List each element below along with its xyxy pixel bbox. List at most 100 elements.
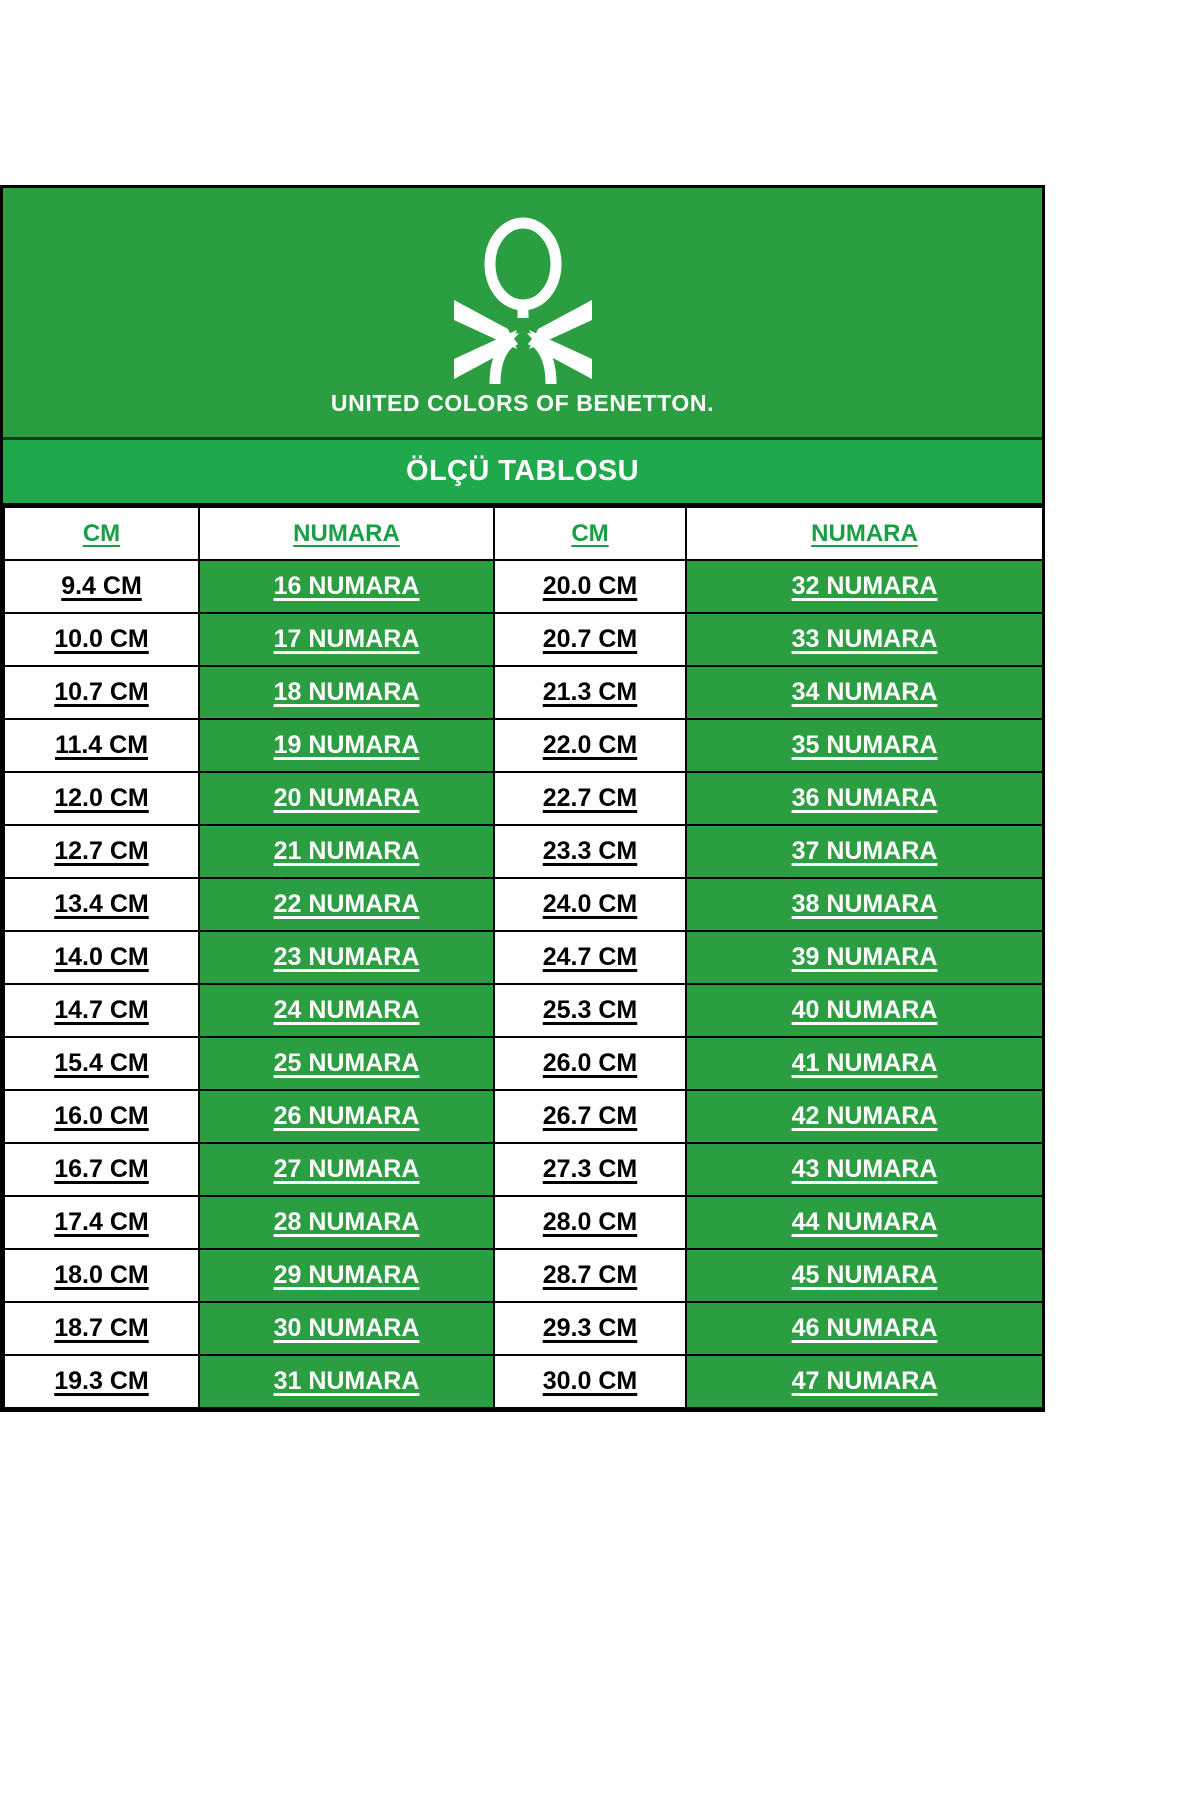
cell-value: 17.4 CM xyxy=(54,1208,149,1236)
size-number-cell: 21 NUMARA xyxy=(198,824,495,879)
table-row: 19.3 CM 31 NUMARA 30.0 CM 47 NUMARA xyxy=(3,1354,1044,1409)
table-row: 18.0 CM 29 NUMARA 28.7 CM 45 NUMARA xyxy=(3,1248,1044,1303)
cell-value: 45 NUMARA xyxy=(791,1261,938,1289)
length-cm-cell: 28.7 CM xyxy=(493,1248,687,1303)
size-number-cell: 44 NUMARA xyxy=(685,1195,1044,1250)
size-number-cell: 36 NUMARA xyxy=(685,771,1044,826)
size-number-cell: 40 NUMARA xyxy=(685,983,1044,1038)
cell-value: 35 NUMARA xyxy=(791,731,938,759)
cell-value: 17 NUMARA xyxy=(273,625,420,653)
cell-value: 14.7 CM xyxy=(54,996,149,1024)
cell-value: 40 NUMARA xyxy=(791,996,938,1024)
cell-value: 26 NUMARA xyxy=(273,1102,420,1130)
chart-title: ÖLÇÜ TABLOSU xyxy=(405,455,640,487)
cell-value: 9.4 CM xyxy=(61,572,142,600)
benetton-knot-logo-icon xyxy=(453,217,592,384)
size-number-cell: 16 NUMARA xyxy=(198,559,495,614)
cell-value: 27.3 CM xyxy=(542,1155,638,1183)
cell-value: 21.3 CM xyxy=(542,678,638,706)
cell-value: 44 NUMARA xyxy=(791,1208,938,1236)
size-number-cell: 35 NUMARA xyxy=(685,718,1044,773)
size-number-cell: 28 NUMARA xyxy=(198,1195,495,1250)
cell-value: 24 NUMARA xyxy=(273,996,420,1024)
cell-value: 25 NUMARA xyxy=(273,1049,420,1077)
table-row: 17.4 CM 28 NUMARA 28.0 CM 44 NUMARA xyxy=(3,1195,1044,1250)
cell-value: 46 NUMARA xyxy=(791,1314,938,1342)
cell-value: 20 NUMARA xyxy=(273,784,420,812)
cell-value: 18.0 CM xyxy=(54,1261,149,1289)
size-number-cell: 24 NUMARA xyxy=(198,983,495,1038)
cell-value: 16.0 CM xyxy=(54,1102,149,1130)
cell-value: 28 NUMARA xyxy=(273,1208,420,1236)
size-number-cell: 20 NUMARA xyxy=(198,771,495,826)
size-number-cell: 38 NUMARA xyxy=(685,877,1044,932)
table-row: 16.0 CM 26 NUMARA 26.7 CM 42 NUMARA xyxy=(3,1089,1044,1144)
length-cm-cell: 19.3 CM xyxy=(3,1354,200,1409)
column-header-label: CM xyxy=(82,519,121,547)
cell-value: 43 NUMARA xyxy=(791,1155,938,1183)
cell-value: 34 NUMARA xyxy=(791,678,938,706)
size-number-cell: 45 NUMARA xyxy=(685,1248,1044,1303)
cell-value: 25.3 CM xyxy=(542,996,638,1024)
size-number-cell: 34 NUMARA xyxy=(685,665,1044,720)
size-number-cell: 26 NUMARA xyxy=(198,1089,495,1144)
size-number-cell: 42 NUMARA xyxy=(685,1089,1044,1144)
cell-value: 26.0 CM xyxy=(542,1049,638,1077)
table-row: 10.0 CM 17 NUMARA 20.7 CM 33 NUMARA xyxy=(3,612,1044,667)
cell-value: 22.0 CM xyxy=(542,731,638,759)
cell-value: 26.7 CM xyxy=(542,1102,638,1130)
table-row: 12.0 CM 20 NUMARA 22.7 CM 36 NUMARA xyxy=(3,771,1044,826)
cell-value: 27 NUMARA xyxy=(273,1155,420,1183)
column-header-label: NUMARA xyxy=(293,519,400,547)
cell-value: 38 NUMARA xyxy=(791,890,938,918)
size-number-cell: 25 NUMARA xyxy=(198,1036,495,1091)
cell-value: 22.7 CM xyxy=(542,784,638,812)
cell-value: 30 NUMARA xyxy=(273,1314,420,1342)
table-row: 11.4 CM 19 NUMARA 22.0 CM 35 NUMARA xyxy=(3,718,1044,773)
column-header-label: NUMARA xyxy=(811,519,918,547)
size-chart-card: UNITED COLORS OF BENETTON. ÖLÇÜ TABLOSU … xyxy=(0,185,1045,1412)
cell-value: 39 NUMARA xyxy=(791,943,938,971)
brand-header: UNITED COLORS OF BENETTON. xyxy=(3,188,1042,440)
cell-value: 16.7 CM xyxy=(54,1155,149,1183)
length-cm-cell: 16.0 CM xyxy=(3,1089,200,1144)
cell-value: 31 NUMARA xyxy=(273,1367,420,1395)
cell-value: 20.7 CM xyxy=(542,625,638,653)
size-number-cell: 41 NUMARA xyxy=(685,1036,1044,1091)
table-row: 16.7 CM 27 NUMARA 27.3 CM 43 NUMARA xyxy=(3,1142,1044,1197)
length-cm-cell: 23.3 CM xyxy=(493,824,687,879)
cell-value: 28.0 CM xyxy=(542,1208,638,1236)
cell-value: 10.0 CM xyxy=(54,625,149,653)
length-cm-cell: 24.7 CM xyxy=(493,930,687,985)
length-cm-cell: 12.0 CM xyxy=(3,771,200,826)
length-cm-cell: 21.3 CM xyxy=(493,665,687,720)
length-cm-cell: 20.0 CM xyxy=(493,559,687,614)
size-number-cell: 46 NUMARA xyxy=(685,1301,1044,1356)
cell-value: 23.3 CM xyxy=(542,837,638,865)
cell-value: 21 NUMARA xyxy=(273,837,420,865)
length-cm-cell: 17.4 CM xyxy=(3,1195,200,1250)
length-cm-cell: 10.7 CM xyxy=(3,665,200,720)
cell-value: 19.3 CM xyxy=(54,1367,149,1395)
size-number-cell: 17 NUMARA xyxy=(198,612,495,667)
cell-value: 12.7 CM xyxy=(54,837,149,865)
size-conversion-table: CM NUMARA CM NUMARA 9.4 CM 16 NUMARA 20.0 … xyxy=(3,506,1044,1409)
cell-value: 29 NUMARA xyxy=(273,1261,420,1289)
length-cm-cell: 16.7 CM xyxy=(3,1142,200,1197)
size-number-cell: 29 NUMARA xyxy=(198,1248,495,1303)
cell-value: 18 NUMARA xyxy=(273,678,420,706)
cell-value: 42 NUMARA xyxy=(791,1102,938,1130)
table-row: 10.7 CM 18 NUMARA 21.3 CM 34 NUMARA xyxy=(3,665,1044,720)
cell-value: 11.4 CM xyxy=(54,731,149,759)
length-cm-cell: 26.0 CM xyxy=(493,1036,687,1091)
column-header-cm-left: CM xyxy=(3,506,200,561)
table-row: 14.7 CM 24 NUMARA 25.3 CM 40 NUMARA xyxy=(3,983,1044,1038)
cell-value: 36 NUMARA xyxy=(791,784,938,812)
column-header-label: CM xyxy=(571,519,609,547)
cell-value: 23 NUMARA xyxy=(273,943,420,971)
cell-value: 33 NUMARA xyxy=(791,625,938,653)
table-row: 15.4 CM 25 NUMARA 26.0 CM 41 NUMARA xyxy=(3,1036,1044,1091)
column-header-cm-right: CM xyxy=(493,506,687,561)
length-cm-cell: 13.4 CM xyxy=(3,877,200,932)
